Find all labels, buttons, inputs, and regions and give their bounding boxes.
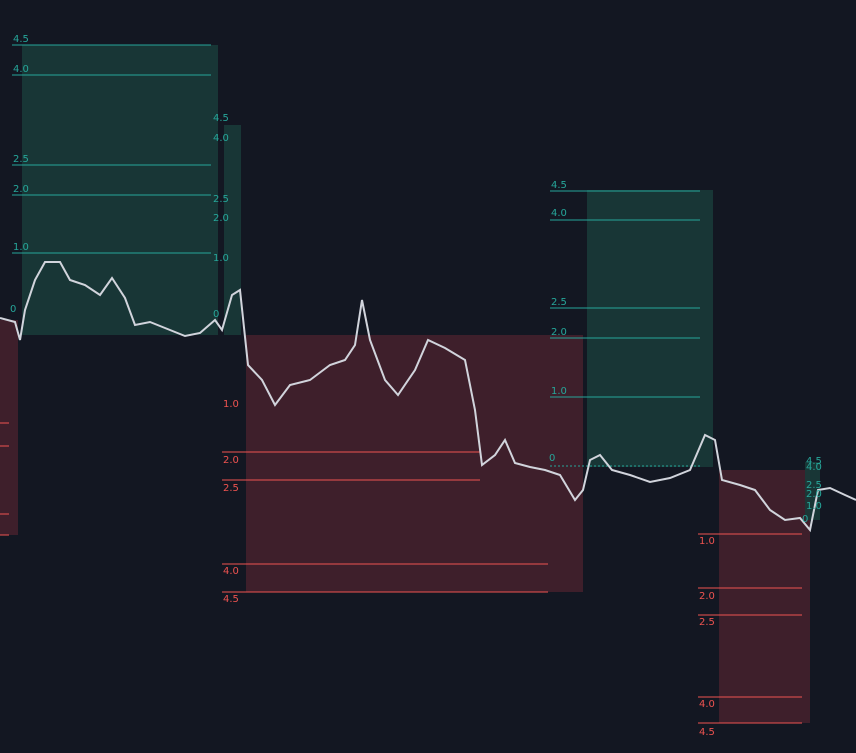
level-lines bbox=[12, 44, 700, 467]
level-label: 2.5 bbox=[551, 297, 567, 308]
level-label: 2.0 bbox=[699, 591, 715, 602]
profit-zone bbox=[587, 190, 713, 467]
level-label: 2.5 bbox=[699, 617, 715, 628]
level-label: 1.0 bbox=[213, 253, 229, 264]
level-lines bbox=[0, 422, 802, 724]
level-label: 0 bbox=[10, 304, 16, 315]
level-label: 2.5 bbox=[223, 483, 239, 494]
loss-zone bbox=[719, 470, 810, 723]
level-label: 4.0 bbox=[223, 566, 239, 577]
level-label: 1.0 bbox=[699, 536, 715, 547]
loss-zone bbox=[0, 320, 18, 535]
level-label: 1.0 bbox=[806, 501, 822, 512]
level-label: 0 bbox=[549, 453, 555, 464]
level-label: 4.0 bbox=[551, 208, 567, 219]
level-label: 2.0 bbox=[223, 455, 239, 466]
level-label: 0 bbox=[802, 514, 808, 525]
price-line bbox=[0, 261, 856, 533]
level-label: 0 bbox=[213, 309, 219, 320]
level-label: 4.5 bbox=[806, 456, 822, 467]
level-label: 4.0 bbox=[13, 64, 29, 75]
level-label: 2.0 bbox=[213, 213, 229, 224]
level-label: 1.0 bbox=[223, 399, 239, 410]
profit-zone bbox=[224, 125, 241, 335]
level-label: 2.0 bbox=[806, 489, 822, 500]
level-label: 4.5 bbox=[213, 113, 229, 124]
level-label: 4.5 bbox=[551, 180, 567, 191]
profit-zone bbox=[22, 45, 218, 335]
level-label: 4.5 bbox=[223, 594, 239, 605]
level-label: 2.5 bbox=[13, 154, 29, 165]
level-label: 4.5 bbox=[699, 727, 715, 738]
level-label: 2.5 bbox=[806, 480, 822, 491]
level-label: 2.0 bbox=[551, 327, 567, 338]
level-label: 2.5 bbox=[213, 194, 229, 205]
level-label: 4.0 bbox=[806, 462, 822, 473]
loss-zone bbox=[246, 335, 583, 592]
level-label: 1.0 bbox=[551, 386, 567, 397]
level-label: 2.0 bbox=[13, 184, 29, 195]
profit-zone bbox=[805, 462, 820, 520]
level-label: 4.0 bbox=[213, 133, 229, 144]
level-label: 1.0 bbox=[13, 242, 29, 253]
level-label: 4.5 bbox=[13, 34, 29, 45]
level-label: 4.0 bbox=[699, 699, 715, 710]
